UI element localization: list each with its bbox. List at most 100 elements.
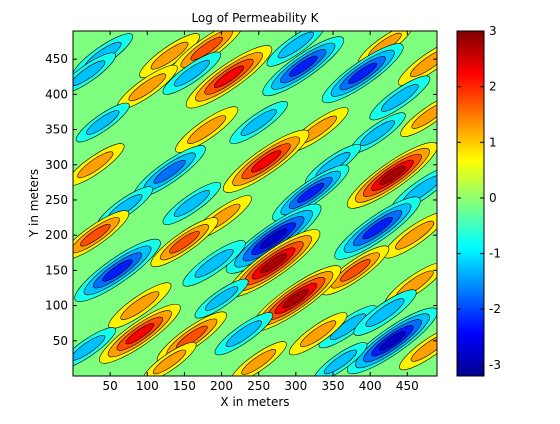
field-feature [334, 196, 421, 260]
field-feature [74, 238, 161, 302]
colorbar-tick-label: -1 [489, 247, 501, 261]
field-feature [346, 142, 437, 209]
x-tick-label: 450 [396, 379, 419, 393]
contour-band [282, 288, 310, 309]
contour-band [348, 62, 378, 84]
contour-band [250, 150, 282, 173]
x-axis-label: X in meters [220, 395, 289, 409]
field-feature [369, 75, 431, 121]
contour-band [323, 349, 358, 375]
contour-band [240, 109, 277, 136]
permeability-field [73, 31, 437, 376]
colorbar-tick-label: -3 [489, 358, 501, 372]
field-feature [226, 229, 321, 298]
contour-band [340, 259, 371, 282]
field-feature [99, 303, 181, 364]
field-feature [313, 342, 368, 376]
colorbar-tick-label: 1 [489, 135, 497, 149]
contour-band [410, 333, 437, 362]
contour-band [300, 320, 337, 348]
field-feature [185, 45, 273, 109]
y-tick-label: 50 [53, 334, 68, 348]
plot-area [73, 31, 437, 376]
field-feature [182, 240, 246, 287]
contour-band [86, 110, 120, 135]
contour-band [395, 220, 435, 250]
contour-band [329, 313, 366, 341]
contour-band [173, 59, 210, 87]
field-feature [73, 210, 130, 261]
y-tick-label: 250 [45, 193, 68, 207]
contour-band [73, 60, 106, 87]
field-feature [222, 129, 310, 193]
field-feature [214, 312, 274, 356]
field-feature [383, 212, 437, 259]
field-feature [225, 203, 322, 274]
contour-band [102, 259, 133, 282]
field-feature [162, 51, 222, 95]
field-feature [250, 265, 342, 332]
contour-band [259, 228, 288, 249]
contour-band [260, 253, 288, 274]
field-feature [349, 112, 406, 154]
field-feature [139, 33, 200, 78]
contour-band [120, 291, 160, 320]
contour-band [73, 335, 106, 361]
field-feature [321, 245, 390, 296]
field-feature [398, 39, 437, 86]
field-feature [266, 31, 326, 67]
contour-band [153, 159, 186, 184]
contour-band [190, 36, 223, 61]
contour-band [128, 73, 167, 102]
colorbar-tick-label: 3 [489, 24, 497, 38]
field-feature [272, 164, 350, 222]
y-tick-label: 150 [45, 263, 68, 277]
field-feature [400, 94, 437, 137]
field-feature [73, 327, 116, 369]
colorbar-tick-label: 0 [489, 191, 497, 205]
contour-band [381, 84, 419, 112]
field-feature [230, 341, 287, 376]
y-axis-ticks: 50 100 150 200 250 300 350 400 450 [45, 52, 437, 348]
contour-band [277, 31, 314, 59]
chart-title: Log of Permeability K [191, 11, 319, 25]
contour-band [80, 223, 111, 247]
x-tick-label: 50 [103, 379, 118, 393]
field-feature [75, 102, 130, 143]
field-feature [262, 36, 345, 97]
contour-band [194, 248, 234, 278]
y-tick-label: 200 [45, 228, 68, 242]
x-tick-label: 150 [173, 379, 196, 393]
field-feature [108, 282, 172, 329]
x-tick-label: 100 [136, 379, 159, 393]
contour-band [225, 320, 262, 348]
contour-band [187, 115, 227, 144]
contour-band [288, 55, 318, 77]
field-feature [288, 312, 348, 356]
field-feature [229, 101, 288, 144]
contour-band [411, 102, 437, 129]
field-feature [73, 143, 125, 187]
contour-band [173, 190, 210, 217]
y-tick-label: 350 [45, 123, 68, 137]
colorbar-ticks: -3 -2 -1 0 1 2 3 [457, 24, 501, 372]
field-feature [353, 289, 417, 336]
colorbar [456, 30, 485, 377]
field-feature [321, 43, 404, 104]
field-feature [73, 52, 116, 94]
contour-band [410, 48, 437, 78]
contour-band [297, 182, 325, 203]
y-tick-label: 100 [45, 299, 68, 313]
plot-frame [72, 30, 438, 377]
field-feature [346, 307, 437, 375]
y-tick-label: 450 [45, 52, 68, 66]
field-feature [142, 342, 197, 376]
colorbar-tick-label: -2 [489, 302, 501, 316]
x-tick-label: 250 [247, 379, 270, 393]
field-feature [175, 106, 239, 153]
contour-band [150, 41, 189, 70]
field-feature [399, 325, 437, 371]
field-feature [194, 278, 249, 319]
x-tick-label: 300 [284, 379, 307, 393]
